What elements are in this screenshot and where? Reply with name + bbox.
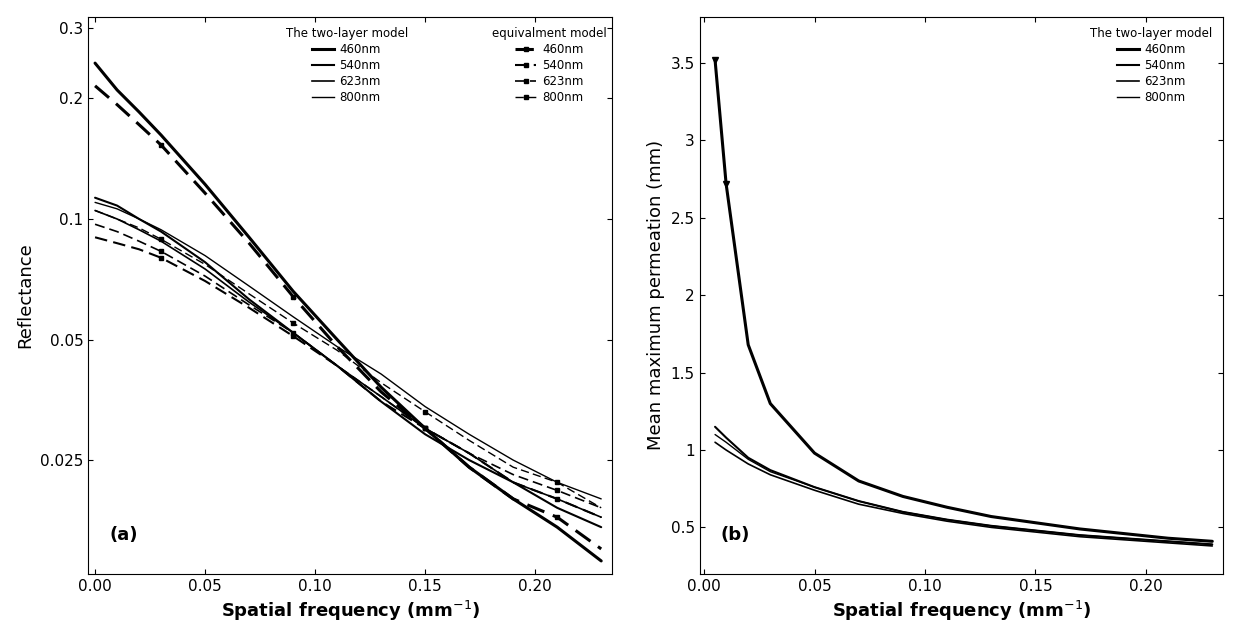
Y-axis label: Mean maximum permeation (mm): Mean maximum permeation (mm) [647, 140, 665, 451]
Text: (b): (b) [720, 526, 750, 545]
Y-axis label: Reflectance: Reflectance [16, 243, 35, 348]
Legend: 460nm, 540nm, 623nm, 800nm: 460nm, 540nm, 623nm, 800nm [1086, 22, 1218, 109]
Text: (a): (a) [109, 526, 138, 545]
X-axis label: Spatial frequency (mm$^{-1}$): Spatial frequency (mm$^{-1}$) [832, 599, 1091, 623]
Legend: 460nm, 540nm, 623nm, 800nm: 460nm, 540nm, 623nm, 800nm [487, 22, 611, 109]
X-axis label: Spatial frequency (mm$^{-1}$): Spatial frequency (mm$^{-1}$) [221, 599, 480, 623]
